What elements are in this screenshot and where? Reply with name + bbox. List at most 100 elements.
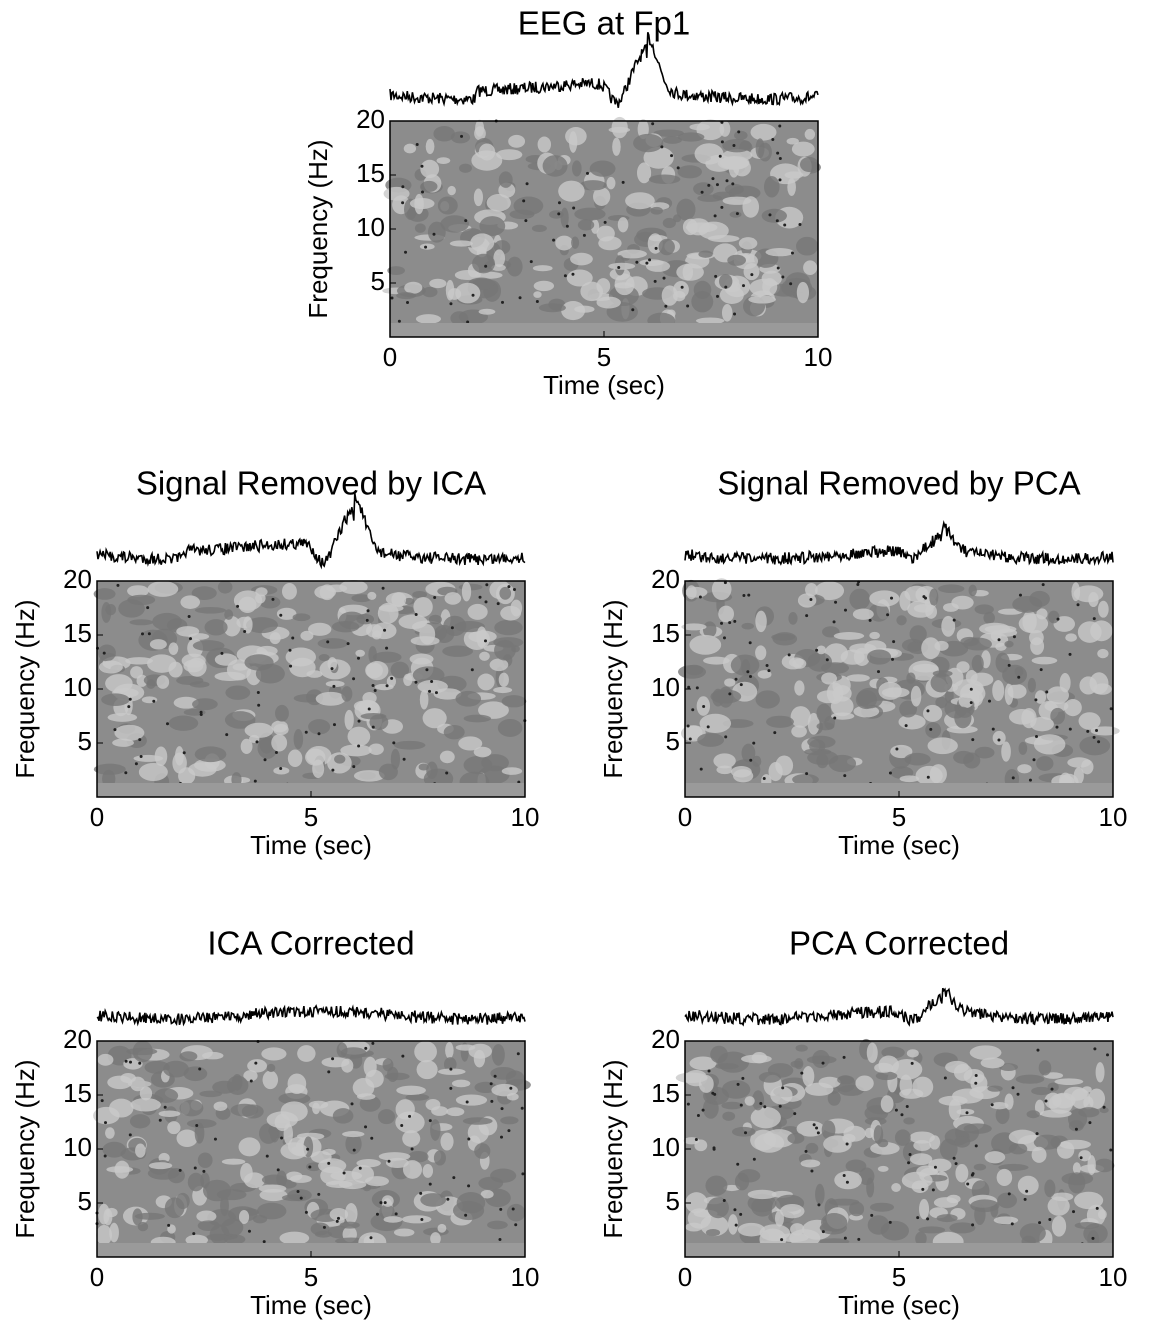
texture-dot: [1102, 1105, 1106, 1109]
texture-blob: [493, 249, 506, 268]
texture-blob: [689, 634, 722, 655]
texture-dot: [381, 586, 385, 590]
texture-dot: [163, 1105, 167, 1109]
texture-blob: [478, 701, 509, 719]
texture-blob: [420, 1193, 447, 1207]
texture-blob: [312, 1102, 321, 1115]
texture-blob: [1012, 596, 1043, 613]
x-axis-label: Time (sec): [543, 370, 665, 400]
texture-dot: [371, 725, 375, 729]
texture-dot: [1012, 635, 1016, 639]
texture-dot: [724, 735, 728, 739]
texture-blob: [721, 304, 733, 322]
texture-dot: [798, 223, 802, 227]
texture-blob: [1099, 1107, 1109, 1114]
texture-blob: [1017, 764, 1032, 774]
texture-dot: [783, 223, 787, 227]
texture-blob: [310, 1222, 330, 1236]
texture-dot: [489, 1082, 493, 1086]
texture-blob: [344, 1203, 358, 1225]
texture-blob: [109, 1098, 134, 1118]
texture-blob: [417, 679, 448, 694]
texture-dot: [255, 740, 259, 744]
texture-dot: [842, 1173, 846, 1177]
texture-blob: [152, 612, 182, 631]
texture-dot: [400, 1124, 404, 1128]
texture-blob: [1074, 1221, 1100, 1229]
texture-blob: [606, 176, 616, 190]
texture-dot: [178, 1168, 182, 1172]
texture-dot: [910, 1061, 914, 1065]
texture-dot: [699, 767, 703, 771]
texture-dot: [833, 716, 837, 720]
texture-dot: [731, 182, 735, 186]
texture-dot: [247, 1229, 251, 1233]
y-tick-label: 20: [63, 1024, 92, 1054]
texture-blob: [318, 1158, 347, 1174]
texture-dot: [198, 1067, 202, 1071]
texture-blob: [787, 1132, 805, 1144]
x-axis-label: Time (sec): [250, 830, 372, 860]
texture-blob: [800, 1159, 821, 1168]
texture-dot: [511, 1207, 515, 1211]
x-tick-label: 0: [383, 342, 397, 372]
texture-dot: [1092, 735, 1096, 739]
texture-dot: [327, 1161, 331, 1165]
texture-blob: [980, 1057, 1005, 1069]
texture-blob: [1015, 1074, 1045, 1084]
texture-blob: [98, 1203, 110, 1225]
texture-blob: [784, 171, 804, 179]
texture-blob: [478, 308, 496, 315]
texture-dot: [140, 632, 144, 636]
texture-blob: [297, 1045, 316, 1062]
texture-blob: [682, 218, 698, 236]
texture-dot: [890, 596, 894, 600]
texture-blob: [765, 248, 794, 257]
texture-blob: [396, 292, 417, 300]
texture-dot: [842, 1055, 846, 1059]
texture-blob: [913, 1140, 932, 1152]
low-band: [685, 1243, 1113, 1257]
texture-blob: [444, 592, 462, 605]
texture-dot: [816, 1131, 820, 1135]
texture-blob: [329, 1207, 349, 1221]
texture-dot: [499, 1207, 503, 1211]
texture-blob: [322, 1148, 336, 1156]
texture-blob: [454, 620, 485, 633]
texture-dot: [465, 1100, 469, 1104]
texture-dot: [274, 750, 278, 754]
texture-dot: [776, 151, 780, 155]
texture-blob: [928, 1158, 952, 1172]
texture-blob: [910, 685, 922, 707]
texture-dot: [778, 124, 782, 128]
y-tick-label: 20: [63, 564, 92, 594]
texture-blob: [167, 1121, 181, 1135]
texture-blob: [494, 639, 516, 661]
texture-blob: [339, 1221, 360, 1229]
texture-blob: [445, 1042, 454, 1059]
texture-dot: [304, 730, 308, 734]
texture-dot: [257, 703, 261, 707]
texture-blob: [909, 625, 927, 643]
texture-blob: [403, 673, 413, 687]
y-tick-label: 5: [78, 726, 92, 756]
texture-blob: [849, 1201, 865, 1217]
texture-dot: [790, 251, 794, 255]
texture-dot: [832, 620, 836, 624]
texture-dot: [759, 1102, 763, 1106]
texture-dot: [383, 628, 387, 632]
texture-blob: [339, 580, 368, 595]
texture-blob: [694, 1139, 708, 1152]
texture-blob: [561, 301, 586, 321]
texture-dot: [296, 1190, 300, 1194]
x-tick-label: 10: [804, 342, 833, 372]
texture-dot: [379, 1201, 383, 1205]
texture-dot: [922, 595, 926, 599]
texture-blob: [147, 1167, 180, 1180]
texture-blob: [934, 640, 949, 651]
texture-blob: [455, 1044, 476, 1051]
texture-dot: [557, 212, 561, 216]
texture-blob: [96, 1224, 113, 1246]
texture-dot: [771, 138, 775, 142]
texture-blob: [689, 1056, 717, 1071]
